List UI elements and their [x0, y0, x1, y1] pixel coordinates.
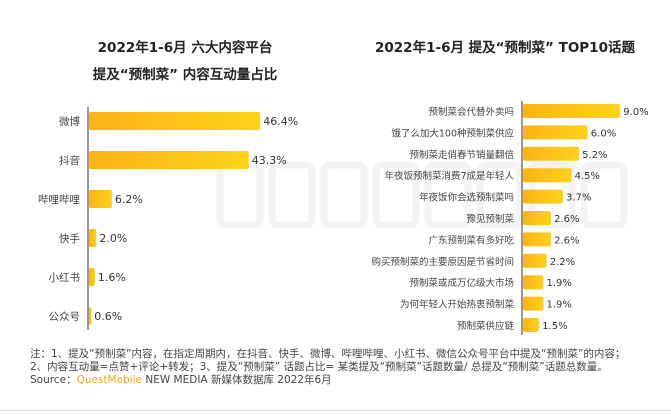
- bar: [523, 253, 547, 268]
- bar: [523, 211, 552, 225]
- data-label: 1.6%: [98, 271, 126, 284]
- category-label: 广东预制菜有多好吃: [428, 234, 514, 246]
- category-label: 年夜饭预制菜消费7成是年轻人: [384, 170, 514, 182]
- watermark-letter-shape: [320, 161, 368, 229]
- data-label: 2.6%: [554, 235, 579, 246]
- bar: [89, 112, 261, 130]
- source-rest: NEW MEDIA 新媒体数据库 2022年6月: [142, 374, 332, 386]
- data-label: 2.6%: [554, 214, 579, 225]
- bar: [523, 104, 621, 118]
- bar: [523, 296, 544, 311]
- data-label: 3.7%: [566, 193, 591, 204]
- bar: [89, 151, 249, 169]
- category-label: 预制菜供应链: [457, 320, 515, 332]
- data-label: 1.5%: [542, 321, 567, 332]
- category-label: 微博: [59, 115, 80, 128]
- footnote: 注：1、提及“预制菜”内容，在指定周期内，在抖音、快手、微博、哔哩哔哩、小红书、…: [30, 348, 626, 373]
- data-label: 4.5%: [575, 171, 600, 182]
- data-label: 1.9%: [547, 300, 572, 311]
- left-chart-title: 2022年1-6月 六大内容平台: [97, 40, 273, 56]
- data-label: 9.0%: [623, 107, 648, 118]
- category-label: 预制菜走俏春节销量翻倍: [409, 149, 514, 161]
- data-label: 6.0%: [591, 128, 616, 139]
- data-label: 2.2%: [550, 257, 575, 268]
- category-label: 预制菜会代替外卖吗: [428, 106, 514, 118]
- footer: 注：1、提及“预制菜”内容，在指定周期内，在抖音、快手、微博、哔哩哔哩、小红书、…: [30, 348, 645, 387]
- category-label: 豫见预制菜: [466, 213, 514, 225]
- category-label: 抖音: [59, 154, 80, 167]
- data-label: 6.2%: [115, 193, 143, 206]
- data-label: 0.6%: [94, 310, 122, 323]
- data-label: 1.9%: [547, 278, 572, 289]
- data-label: 46.4%: [263, 115, 298, 128]
- data-label: 5.2%: [582, 150, 607, 161]
- category-label: 公众号: [49, 311, 81, 323]
- source-label: Source：: [30, 374, 77, 386]
- category-label: 为何年轻人开始热衷预制菜: [400, 299, 515, 311]
- bar: [523, 232, 552, 247]
- right-chart-title: 2022年1-6月 提及“预制菜” TOP10话题: [375, 40, 635, 56]
- watermark-graphic: [216, 161, 628, 229]
- bar: [523, 125, 588, 140]
- data-label: 2.0%: [99, 232, 127, 245]
- source-line: Source：QuestMobile NEW MEDIA 新媒体数据库 2022…: [30, 374, 645, 387]
- bar: [523, 318, 540, 332]
- watermark-letter-shape: [268, 161, 316, 229]
- bar: [523, 146, 580, 161]
- bar: [89, 190, 112, 208]
- bar: [523, 189, 563, 204]
- watermark-letter-shape: [424, 161, 472, 229]
- watermark-letter-shape: [372, 161, 420, 229]
- category-label: 饿了么加大100种预制菜供应: [391, 127, 514, 139]
- bar: [89, 229, 97, 247]
- category-label: 小红书: [49, 271, 81, 284]
- category-label: 购买预制菜的主要原因是节省时间: [371, 256, 514, 268]
- category-label: 快手: [59, 232, 80, 245]
- left-chart-subtitle: 提及“预制菜” 内容互动量占比: [92, 67, 278, 83]
- watermark-letter-shape: [216, 161, 264, 229]
- category-label: 哔哩哔哩: [38, 193, 80, 206]
- watermark-letter-shape: [580, 161, 628, 229]
- bar: [89, 307, 92, 325]
- watermark-letter-shape: [476, 161, 524, 229]
- source-brand: QuestMobile: [76, 374, 142, 386]
- bar: [89, 268, 95, 286]
- bar: [523, 275, 544, 290]
- data-label: 43.3%: [252, 154, 287, 167]
- category-label: 预制菜或成万亿级大市场: [409, 277, 514, 289]
- bar: [523, 168, 572, 183]
- category-label: 年夜饭你会选预制菜吗: [419, 192, 514, 204]
- divider: [0, 410, 671, 411]
